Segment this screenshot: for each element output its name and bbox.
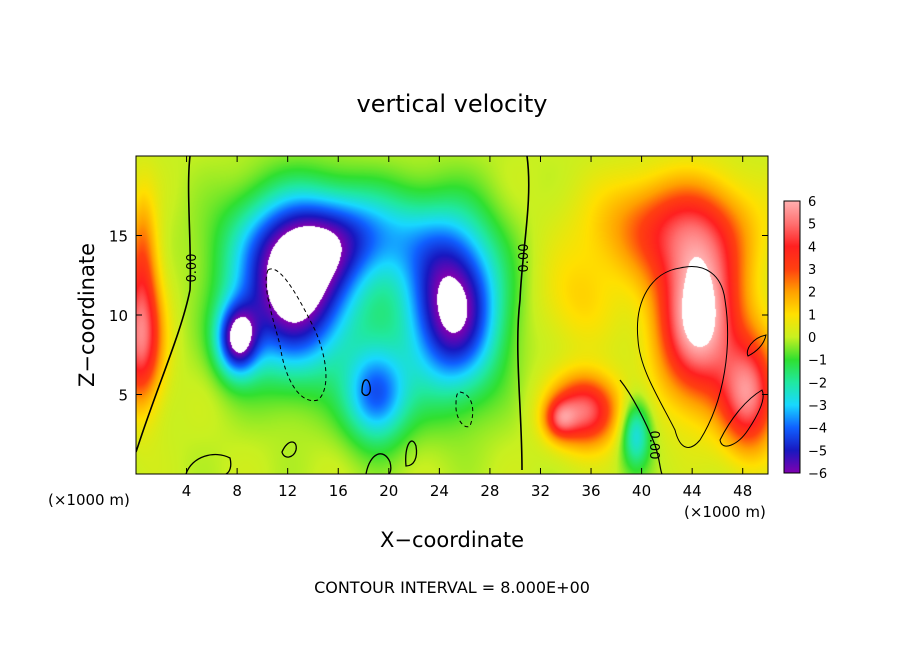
x-unit-label-right: (×1000 m) — [684, 503, 766, 521]
contour-interval-note: CONTOUR INTERVAL = 8.000E+00 — [314, 578, 590, 597]
colorbar-label: −6 — [808, 467, 827, 482]
positive-contour-small — [746, 334, 767, 357]
colorbar-label: −2 — [808, 376, 827, 391]
x-tick-label: 40 — [632, 482, 651, 500]
contour-label-middle: 0.00 — [517, 244, 532, 273]
negative-contour-dashed-1 — [265, 268, 327, 402]
small-cell-3 — [365, 453, 392, 474]
zero-contour-right — [619, 379, 663, 474]
colorbar-label: 6 — [808, 195, 816, 210]
colorbar-gradient — [783, 200, 801, 474]
x-tick-label: 8 — [232, 482, 242, 500]
colorbar-label: −3 — [808, 399, 827, 414]
chart-title: vertical velocity — [357, 90, 548, 118]
x-axis-ticks: 4 8 12 16 20 24 28 32 36 40 44 48 — [182, 156, 752, 500]
y-tick-label: 10 — [109, 307, 128, 325]
colorbar-label: 0 — [808, 331, 816, 346]
contour-label-left: 0.00 — [185, 254, 200, 283]
heatmap-field — [136, 156, 768, 474]
x-axis-label: X−coordinate — [380, 528, 524, 552]
small-cell-1 — [185, 453, 232, 474]
colorbar-labels: 6 5 4 3 2 1 0 −1 −2 −3 −4 −5 −6 — [808, 195, 827, 482]
zero-contour-middle — [516, 156, 530, 471]
x-tick-label: 36 — [581, 482, 600, 500]
colorbar-label: 2 — [808, 286, 816, 301]
colorbar-label: 5 — [808, 218, 816, 233]
colorbar-label: 4 — [808, 240, 816, 255]
small-cell-5 — [361, 379, 371, 397]
contour-lines — [136, 156, 767, 474]
y-axis-label: Z−coordinate — [75, 243, 99, 387]
negative-contour-dashed-2 — [455, 391, 474, 428]
colorbar-label: −4 — [808, 422, 827, 437]
small-cell-2 — [281, 441, 297, 458]
y-tick-label: 5 — [118, 387, 128, 405]
contour-label-right: 0.00 — [646, 431, 661, 460]
colorbar-label: −1 — [808, 354, 827, 369]
positive-contour-right — [719, 389, 764, 447]
x-tick-label: 20 — [379, 482, 398, 500]
y-axis-ticks: 5 10 15 — [109, 228, 768, 405]
x-tick-label: 16 — [329, 482, 348, 500]
colorbar: 6 5 4 3 2 1 0 −1 −2 −3 −4 −5 −6 — [783, 195, 827, 482]
x-tick-label: 4 — [182, 482, 192, 500]
colorbar-label: −5 — [808, 444, 827, 459]
x-tick-label: 24 — [430, 482, 449, 500]
x-tick-label: 44 — [683, 482, 702, 500]
x-tick-label: 28 — [480, 482, 499, 500]
x-tick-label: 12 — [278, 482, 297, 500]
positive-contour-core — [636, 266, 729, 448]
y-tick-label: 15 — [109, 228, 128, 246]
x-tick-label: 32 — [531, 482, 550, 500]
x-unit-label: (×1000 m) — [48, 491, 130, 509]
x-tick-label: 48 — [733, 482, 752, 500]
colorbar-label: 3 — [808, 263, 816, 278]
small-cell-4 — [405, 440, 418, 467]
zero-contour-left — [136, 156, 192, 453]
colorbar-label: 1 — [808, 308, 816, 323]
